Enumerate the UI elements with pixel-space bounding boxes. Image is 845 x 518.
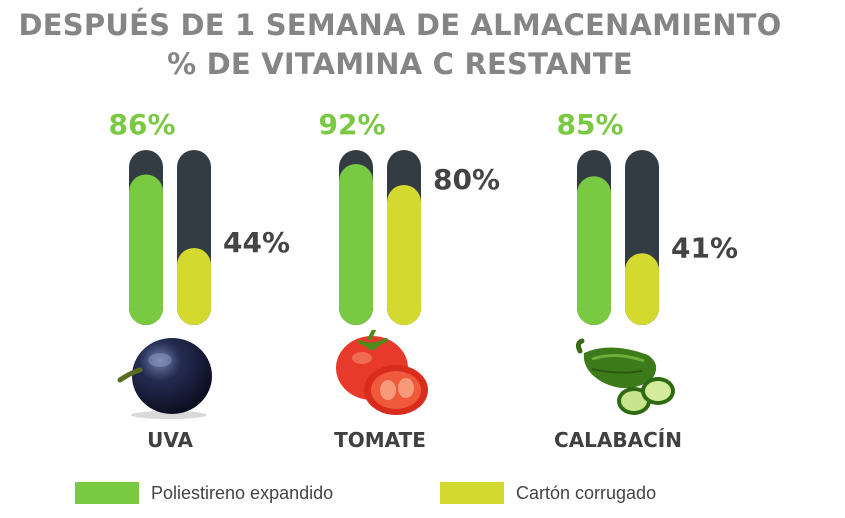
tomato-icon: [336, 330, 428, 415]
data-label-uva-poliestireno-expandido: 86%: [108, 108, 175, 141]
bar-calabacin-poliestireno-expandido: [577, 176, 611, 325]
legend-item-cardboard: Cartón corrugado: [440, 482, 656, 504]
data-label-calabacin-carton-corrugado: 41%: [671, 231, 738, 264]
bar-chart: 86% 44% UVA 92% 80% TOMATE 85% 41% CALABACÍN: [108, 108, 738, 452]
category-label-tomate: TOMATE: [334, 428, 426, 452]
data-label-tomate-poliestireno-expandido: 92%: [318, 108, 385, 141]
bar-uva-poliestireno-expandido: [129, 174, 163, 325]
chart-title-line1: DESPUÉS DE 1 SEMANA DE ALMACENAMIENTO: [18, 8, 782, 42]
zucchini-icon: [575, 338, 675, 415]
data-label-tomate-carton-corrugado: 80%: [433, 163, 500, 196]
legend-label-cardboard: Cartón corrugado: [516, 482, 657, 503]
category-label-calabacin: CALABACÍN: [554, 428, 682, 452]
data-label-uva-carton-corrugado: 44%: [223, 226, 290, 259]
chart-title: DESPUÉS DE 1 SEMANA DE ALMACENAMIENTO % …: [0, 6, 800, 84]
legend-swatch-polystyrene: [75, 482, 139, 504]
legend-label-polystyrene: Poliestireno expandido: [151, 482, 334, 503]
bar-calabacin-carton-corrugado: [625, 253, 659, 325]
legend-swatch-cardboard: [440, 482, 504, 504]
category-label-uva: UVA: [147, 428, 193, 452]
bar-tomate-carton-corrugado: [387, 185, 421, 325]
legend-item-polystyrene: Poliestireno expandido: [75, 482, 333, 504]
chart-title-line2: % DE VITAMINA C RESTANTE: [167, 47, 633, 81]
bar-tomate-poliestireno-expandido: [339, 164, 373, 325]
grape-icon: [117, 338, 212, 419]
data-label-calabacin-poliestireno-expandido: 85%: [556, 108, 623, 141]
bar-uva-carton-corrugado: [177, 248, 211, 325]
